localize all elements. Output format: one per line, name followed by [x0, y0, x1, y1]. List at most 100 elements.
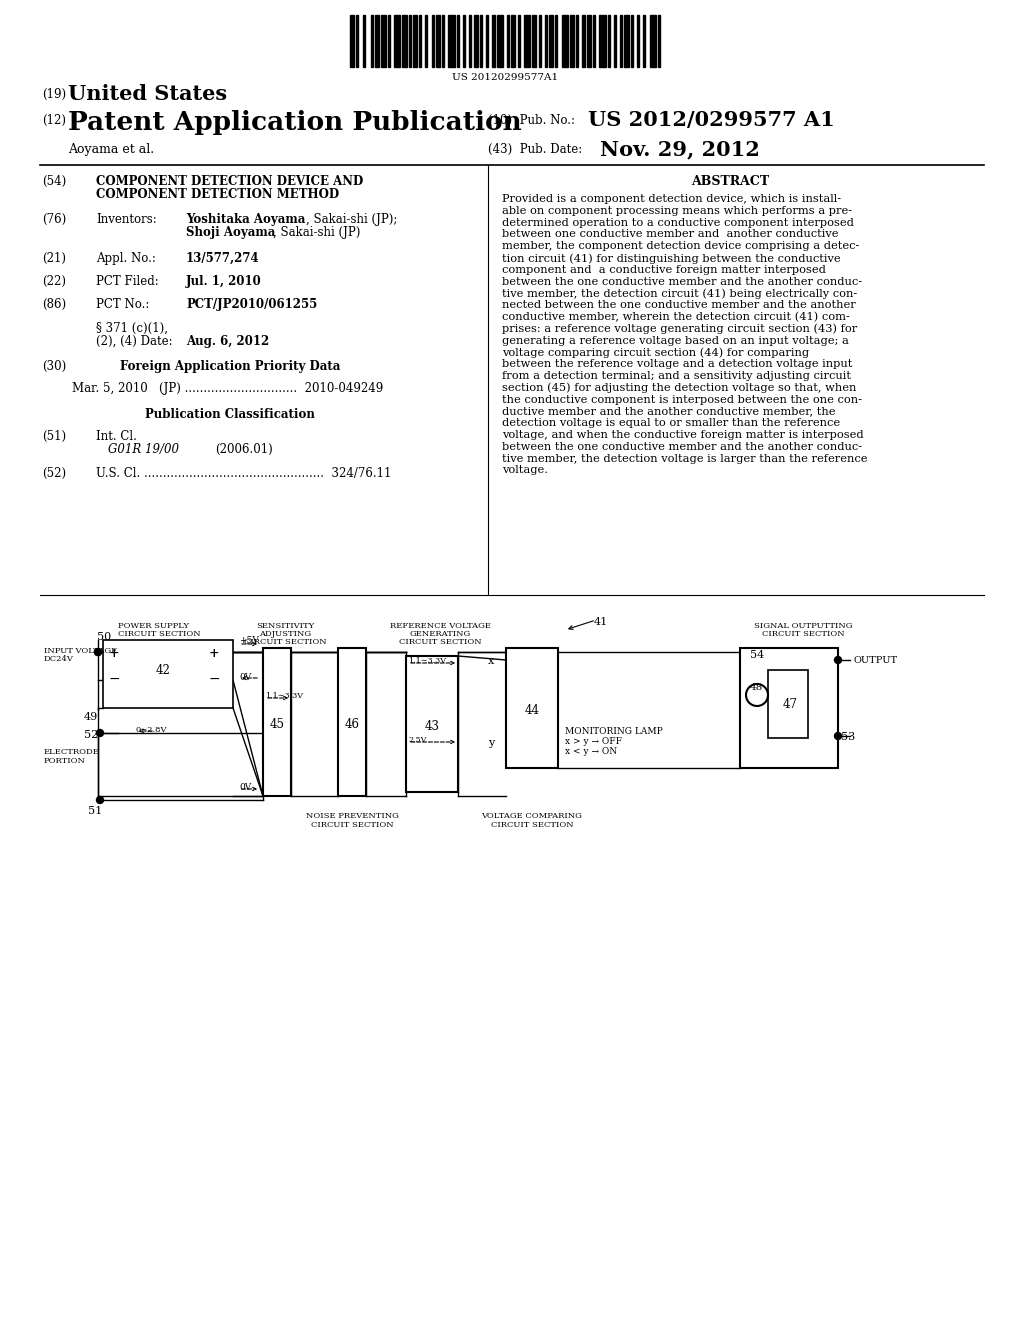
Text: tion circuit (41) for distinguishing between the conductive: tion circuit (41) for distinguishing bet…	[502, 253, 841, 264]
Bar	[425, 15, 427, 67]
Text: (19): (19)	[42, 88, 67, 102]
Text: x < y → ON: x < y → ON	[565, 747, 617, 756]
Text: Provided is a component detection device, which is install-: Provided is a component detection device…	[502, 194, 841, 205]
Text: (10)  Pub. No.:: (10) Pub. No.:	[488, 114, 575, 127]
Bar	[614, 15, 616, 67]
Bar	[740, 648, 838, 768]
Text: 0V: 0V	[239, 783, 251, 792]
Bar	[637, 15, 639, 67]
Text: Aoyama et al.: Aoyama et al.	[68, 143, 155, 156]
Text: conductive member, wherein the detection circuit (41) com-: conductive member, wherein the detection…	[502, 312, 850, 322]
Bar	[362, 15, 365, 67]
Text: 0V: 0V	[239, 673, 251, 682]
Text: SENSITIVITY: SENSITIVITY	[256, 622, 314, 630]
Bar	[599, 15, 605, 67]
Text: determined operation to a conductive component interposed: determined operation to a conductive com…	[502, 218, 854, 227]
Text: US 2012/0299577 A1: US 2012/0299577 A1	[588, 110, 835, 129]
Bar	[555, 15, 557, 67]
Text: § 371 (c)(1),: § 371 (c)(1),	[96, 322, 168, 335]
Bar	[506, 648, 558, 768]
Text: Patent Application Publication: Patent Application Publication	[68, 110, 522, 135]
Text: +5V: +5V	[239, 636, 259, 645]
Text: (76): (76)	[42, 213, 67, 226]
Text: 54: 54	[750, 649, 764, 660]
Text: 49: 49	[84, 711, 98, 722]
Text: between the one conductive member and the another conduc-: between the one conductive member and th…	[502, 277, 862, 286]
Text: DC24V: DC24V	[44, 655, 74, 663]
Bar	[549, 15, 553, 67]
Text: Inventors:: Inventors:	[96, 213, 157, 226]
Text: CIRCUIT SECTION: CIRCUIT SECTION	[762, 630, 845, 638]
Bar	[338, 648, 366, 796]
Bar	[545, 15, 547, 67]
Bar	[621, 15, 623, 67]
Text: (12): (12)	[42, 114, 66, 127]
Text: Foreign Application Priority Data: Foreign Application Priority Data	[120, 360, 340, 374]
Bar	[607, 15, 609, 67]
Text: CIRCUIT SECTION: CIRCUIT SECTION	[310, 821, 393, 829]
Bar	[570, 15, 574, 67]
Text: tive member, the detection voltage is larger than the reference: tive member, the detection voltage is la…	[502, 454, 867, 463]
Text: 47: 47	[782, 697, 798, 710]
Text: 46: 46	[344, 718, 359, 730]
Text: tive member, the detection circuit (41) being electrically con-: tive member, the detection circuit (41) …	[502, 288, 857, 298]
Text: the conductive component is interposed between the one con-: the conductive component is interposed b…	[502, 395, 862, 405]
Text: (22): (22)	[42, 275, 66, 288]
Bar	[657, 15, 660, 67]
Bar	[413, 15, 417, 67]
Text: PCT No.:: PCT No.:	[96, 298, 150, 312]
Text: (21): (21)	[42, 252, 66, 265]
Text: between one conductive member and  another conductive: between one conductive member and anothe…	[502, 230, 839, 239]
Text: INPUT VOLTAGE: INPUT VOLTAGE	[44, 647, 118, 655]
Bar	[388, 15, 390, 67]
Text: 13/577,274: 13/577,274	[186, 252, 260, 265]
Bar	[561, 15, 568, 67]
Text: CIRCUIT SECTION: CIRCUIT SECTION	[490, 821, 573, 829]
Text: section (45) for adjusting the detection voltage so that, when: section (45) for adjusting the detection…	[502, 383, 856, 393]
Text: COMPONENT DETECTION DEVICE AND: COMPONENT DETECTION DEVICE AND	[96, 176, 364, 187]
Bar	[409, 15, 411, 67]
Text: United States: United States	[68, 84, 227, 104]
Bar	[356, 15, 358, 67]
Text: y: y	[488, 738, 495, 748]
Text: 2.5V: 2.5V	[408, 737, 426, 744]
Text: , Sakai-shi (JP): , Sakai-shi (JP)	[273, 226, 360, 239]
Text: +: +	[209, 647, 219, 660]
Circle shape	[835, 656, 842, 664]
Bar	[402, 15, 407, 67]
Text: ELECTRODE: ELECTRODE	[44, 748, 100, 756]
Text: CIRCUIT SECTION: CIRCUIT SECTION	[244, 638, 327, 645]
Text: PORTION: PORTION	[44, 756, 86, 766]
Bar	[263, 648, 291, 796]
Text: Mar. 5, 2010   (JP) ..............................  2010-049249: Mar. 5, 2010 (JP) ......................…	[72, 381, 383, 395]
Bar	[480, 15, 482, 67]
Circle shape	[96, 796, 103, 804]
Circle shape	[96, 730, 103, 737]
Text: US 20120299577A1: US 20120299577A1	[452, 73, 558, 82]
Text: Shoji Aoyama: Shoji Aoyama	[186, 226, 275, 239]
Bar	[394, 15, 400, 67]
Text: 44: 44	[524, 704, 540, 717]
Text: (43)  Pub. Date:: (43) Pub. Date:	[488, 143, 583, 156]
Text: 51: 51	[88, 807, 102, 816]
Bar	[507, 15, 509, 67]
Text: 48: 48	[750, 682, 763, 692]
Text: 50: 50	[97, 632, 112, 642]
Text: ductive member and the another conductive member, the: ductive member and the another conductiv…	[502, 407, 836, 416]
Text: 43: 43	[425, 719, 439, 733]
Text: G01R 19/00: G01R 19/00	[108, 444, 179, 455]
Bar	[406, 656, 458, 792]
Text: voltage comparing circuit section (44) for comparing: voltage comparing circuit section (44) f…	[502, 347, 809, 358]
Bar	[532, 15, 537, 67]
Text: x: x	[488, 656, 495, 667]
Text: SIGNAL OUTPUTTING: SIGNAL OUTPUTTING	[754, 622, 852, 630]
Text: 1.1∼3.3V: 1.1∼3.3V	[408, 657, 446, 665]
Text: (30): (30)	[42, 360, 67, 374]
Bar	[350, 15, 354, 67]
Bar	[625, 15, 629, 67]
Bar	[649, 15, 655, 67]
Text: voltage, and when the conductive foreign matter is interposed: voltage, and when the conductive foreign…	[502, 430, 863, 440]
Bar	[432, 15, 434, 67]
Text: ADJUSTING: ADJUSTING	[259, 630, 311, 638]
Bar	[517, 15, 519, 67]
